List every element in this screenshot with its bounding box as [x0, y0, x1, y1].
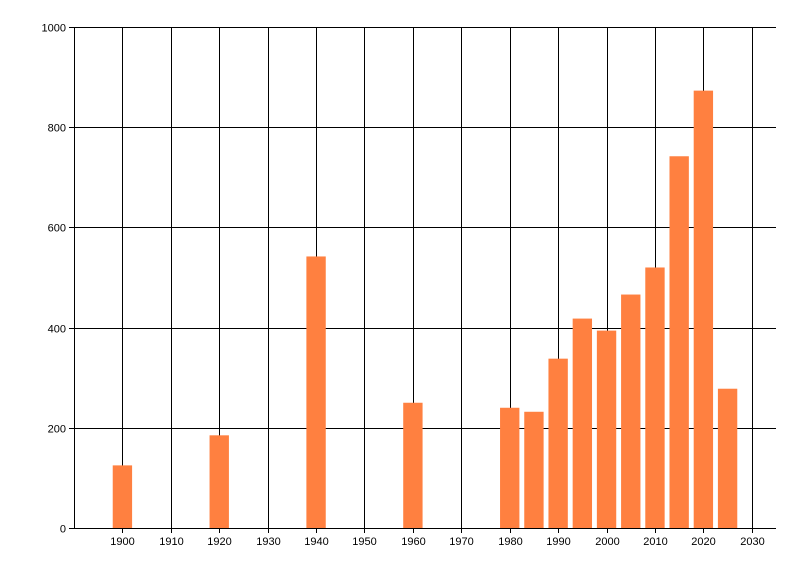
x-tick-label-1940: 1940: [304, 536, 328, 548]
bar-1980: [500, 407, 520, 528]
bars: [112, 90, 738, 528]
bar-1900: [112, 465, 133, 528]
bar-2005: [621, 294, 641, 528]
x-tick-label-1900: 1900: [110, 536, 134, 548]
bar-1960: [403, 402, 423, 528]
tick-labels: 1900 1910 1920 1930 1940 1950 1960 1970 1980 1990…: [42, 23, 765, 549]
bar-1990: [548, 358, 568, 528]
x-tick-label-1980: 1980: [498, 536, 522, 548]
y-tick-label-0: 0: [60, 524, 66, 536]
y-tick-label-400: 400: [48, 324, 66, 336]
x-tick-label-1910: 1910: [159, 536, 183, 548]
y-tick-label-600: 600: [48, 223, 66, 235]
y-tick-label-200: 200: [48, 424, 66, 436]
x-tick-label-2000: 2000: [595, 536, 619, 548]
x-tick-label-1960: 1960: [401, 536, 425, 548]
x-tick-label-1930: 1930: [256, 536, 280, 548]
bar-2020: [693, 90, 714, 528]
bar-2010: [645, 267, 665, 528]
bar-2015: [669, 156, 689, 528]
y-tick-label-800: 800: [48, 123, 66, 135]
bar-2025: [717, 388, 738, 528]
bar-1920: [209, 435, 229, 528]
x-tick-label-2020: 2020: [691, 536, 715, 548]
y-tick-label-1000: 1000: [42, 23, 66, 35]
x-tick-label-1950: 1950: [352, 536, 376, 548]
axes: [69, 27, 776, 533]
bar-1940: [306, 256, 326, 528]
bar-1985: [524, 411, 544, 528]
x-tick-label-1970: 1970: [449, 536, 473, 548]
bar-2000: [596, 330, 617, 528]
x-tick-label-1920: 1920: [207, 536, 231, 548]
x-tick-label-1990: 1990: [546, 536, 570, 548]
bar-1995: [572, 318, 593, 528]
x-tick-label-2030: 2030: [740, 536, 764, 548]
x-tick-label-2010: 2010: [643, 536, 667, 548]
